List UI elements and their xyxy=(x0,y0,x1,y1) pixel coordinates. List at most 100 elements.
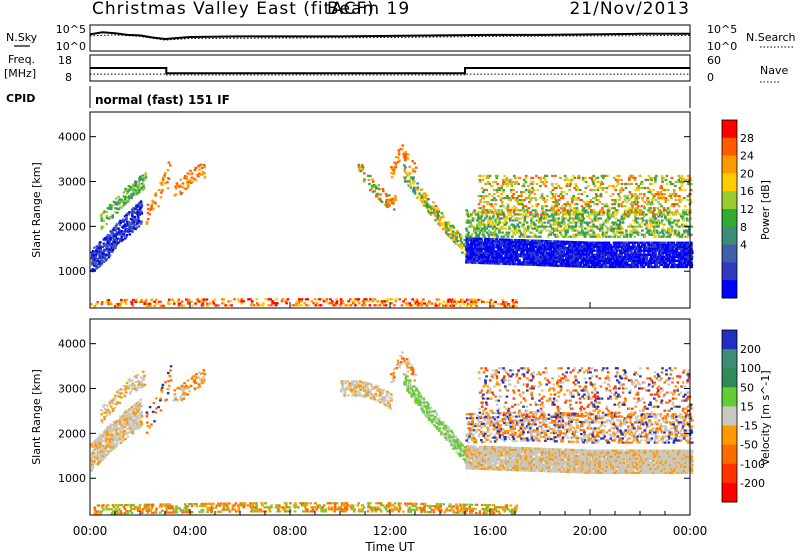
power-cell xyxy=(510,242,514,245)
power-cell xyxy=(467,231,470,234)
power-cell xyxy=(406,172,409,175)
power-cell xyxy=(505,254,509,257)
power-cell xyxy=(690,249,694,252)
power-cell xyxy=(116,211,119,214)
power-cell xyxy=(632,231,635,234)
power-cell xyxy=(542,182,546,186)
power-cell xyxy=(538,249,542,253)
power-cell xyxy=(382,304,386,307)
power-cell xyxy=(130,196,133,200)
power-cell xyxy=(568,205,572,208)
power-cell xyxy=(578,249,582,252)
power-cell xyxy=(607,219,610,222)
power-cell xyxy=(129,186,132,189)
power-cell xyxy=(640,261,644,264)
power-cell xyxy=(539,219,542,222)
power-cell xyxy=(615,249,619,252)
power-cell xyxy=(420,198,424,201)
power-cell xyxy=(557,211,560,214)
power-cell xyxy=(132,207,135,210)
power-cell xyxy=(557,184,561,188)
power-cell xyxy=(434,219,437,222)
power-cell xyxy=(678,180,682,184)
power-cell xyxy=(516,231,519,234)
power-cell xyxy=(634,193,637,196)
power-cell xyxy=(648,233,651,236)
power-cell xyxy=(678,241,681,244)
power-cell xyxy=(541,207,544,210)
power-cell xyxy=(643,249,647,252)
power-cell xyxy=(481,221,485,224)
power-cell xyxy=(513,251,517,254)
power-cell xyxy=(627,241,631,244)
power-cell xyxy=(624,255,627,258)
power-cell xyxy=(227,300,230,303)
velocity-cell xyxy=(90,445,93,448)
power-cell xyxy=(486,256,489,259)
power-cell xyxy=(558,252,562,255)
power-cell xyxy=(515,209,519,212)
power-cell xyxy=(676,235,679,238)
power-cell xyxy=(494,219,497,222)
power-cell xyxy=(643,243,647,246)
power-cell xyxy=(617,174,621,177)
power-cell xyxy=(593,217,596,220)
power-cell xyxy=(124,225,127,228)
power-cell xyxy=(466,233,470,236)
power-cell xyxy=(559,264,563,267)
power-cell xyxy=(559,186,562,190)
power-cell xyxy=(521,235,524,238)
velocity-cell xyxy=(109,433,113,436)
power-cell xyxy=(459,237,463,240)
power-cell xyxy=(589,235,593,238)
power-cell xyxy=(673,251,676,254)
power-cell xyxy=(522,259,526,262)
power-cell xyxy=(610,253,614,256)
power-cell xyxy=(664,197,668,200)
power-cell xyxy=(100,252,104,255)
power-cell xyxy=(641,213,644,216)
power-cell xyxy=(470,239,473,242)
power-cell xyxy=(577,219,580,222)
power-cell xyxy=(567,242,570,245)
power-cell xyxy=(664,259,668,262)
power-cell xyxy=(514,299,518,302)
power-cell xyxy=(580,227,584,230)
power-cell xyxy=(455,238,458,241)
power-cell xyxy=(599,229,602,232)
power-cell xyxy=(465,229,469,232)
power-cell xyxy=(557,225,560,228)
power-cell xyxy=(161,178,165,181)
power-cell xyxy=(612,186,616,190)
power-cell xyxy=(642,251,646,254)
power-cell xyxy=(575,233,578,236)
power-cell xyxy=(647,191,651,194)
power-cell xyxy=(591,213,594,216)
power-cell xyxy=(111,236,115,239)
power-cell xyxy=(661,229,664,232)
power-cell xyxy=(611,203,614,206)
power-cell xyxy=(549,231,552,234)
velocity-cell xyxy=(99,441,102,445)
power-cell xyxy=(525,215,529,218)
power-cell xyxy=(525,259,529,262)
power-cell xyxy=(105,245,108,249)
power-cell xyxy=(524,255,527,258)
power-cell xyxy=(612,245,616,248)
power-cell xyxy=(510,250,513,254)
power-cell xyxy=(677,233,681,236)
power-cell xyxy=(478,211,481,214)
velocity-cell xyxy=(93,440,97,443)
power-cell xyxy=(393,167,397,170)
power-cell xyxy=(569,261,572,264)
power-cell xyxy=(456,300,459,303)
power-cell xyxy=(573,225,576,228)
power-cell xyxy=(252,304,256,307)
power-cell xyxy=(416,182,419,185)
power-cell xyxy=(473,257,476,260)
power-cell xyxy=(585,201,589,204)
power-cell xyxy=(594,255,597,258)
power-cell xyxy=(437,304,440,307)
power-cell xyxy=(472,249,475,252)
